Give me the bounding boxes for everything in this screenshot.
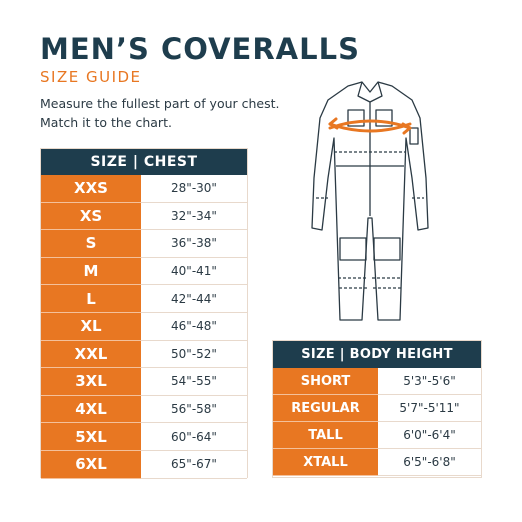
size-cell: XXL <box>41 340 141 369</box>
coverall-illustration-icon <box>311 81 429 321</box>
size-cell: SHORT <box>273 368 378 395</box>
size-cell: M <box>41 257 141 286</box>
chest-cell: 60"-64" <box>141 423 247 451</box>
size-cell: S <box>41 230 141 258</box>
chest-size-table: SIZE | CHEST XXS 28"-30" XS 32"-34" S 36"-3… <box>40 148 248 479</box>
chest-cell: 65"-67" <box>141 450 247 479</box>
table-row: 6XL 65"-67" <box>41 450 247 479</box>
table-row: 3XL 54"-55" <box>41 368 247 396</box>
height-table-header: SIZE | BODY HEIGHT <box>273 341 481 368</box>
table-row: XTALL 6'5"-6'8" <box>273 449 481 476</box>
page-subtitle: SIZE GUIDE <box>40 68 142 86</box>
size-cell: 5XL <box>41 423 141 451</box>
size-cell: REGULAR <box>273 395 378 422</box>
page-title: MEN’S COVERALLS <box>40 32 360 66</box>
table-row: L 42"-44" <box>41 285 247 313</box>
height-cell: 5'3"-5'6" <box>378 368 481 395</box>
table-row: XS 32"-34" <box>41 202 247 231</box>
table-row: REGULAR 5'7"-5'11" <box>273 395 481 422</box>
height-cell: 5'7"-5'11" <box>378 395 481 422</box>
chest-cell: 46"-48" <box>141 312 247 341</box>
chest-table-header: SIZE | CHEST <box>41 149 247 175</box>
table-row: 4XL 56"-58" <box>41 395 247 424</box>
chest-measure-arrows-icon <box>328 117 412 135</box>
height-cell: 6'5"-6'8" <box>378 449 481 476</box>
chest-cell: 56"-58" <box>141 395 247 424</box>
size-cell: XS <box>41 202 141 231</box>
instruction-line-1: Measure the fullest part of your chest. <box>40 96 280 111</box>
table-row: 5XL 60"-64" <box>41 423 247 451</box>
table-row: TALL 6'0"-6'4" <box>273 422 481 449</box>
size-cell: XTALL <box>273 449 378 476</box>
chest-cell: 42"-44" <box>141 285 247 313</box>
table-row: SHORT 5'3"-5'6" <box>273 368 481 395</box>
chest-cell: 36"-38" <box>141 230 247 258</box>
chest-cell: 32"-34" <box>141 202 247 231</box>
table-row: S 36"-38" <box>41 230 247 258</box>
size-cell: TALL <box>273 422 378 449</box>
height-cell: 6'0"-6'4" <box>378 422 481 449</box>
chest-cell: 40"-41" <box>141 257 247 286</box>
table-row: M 40"-41" <box>41 257 247 286</box>
size-cell: XL <box>41 312 141 341</box>
size-cell: 4XL <box>41 395 141 424</box>
size-cell: XXS <box>41 175 141 203</box>
size-cell: 3XL <box>41 368 141 396</box>
size-cell: L <box>41 285 141 313</box>
chest-cell: 50"-52" <box>141 340 247 369</box>
chest-cell: 54"-55" <box>141 368 247 396</box>
height-size-table: SIZE | BODY HEIGHT SHORT 5'3"-5'6" REGULA… <box>272 340 482 478</box>
instruction-line-2: Match it to the chart. <box>40 115 172 130</box>
table-row: XXS 28"-30" <box>41 175 247 203</box>
size-cell: 6XL <box>41 450 141 479</box>
chest-cell: 28"-30" <box>141 175 247 203</box>
table-row: XXL 50"-52" <box>41 340 247 369</box>
table-row: XL 46"-48" <box>41 312 247 341</box>
